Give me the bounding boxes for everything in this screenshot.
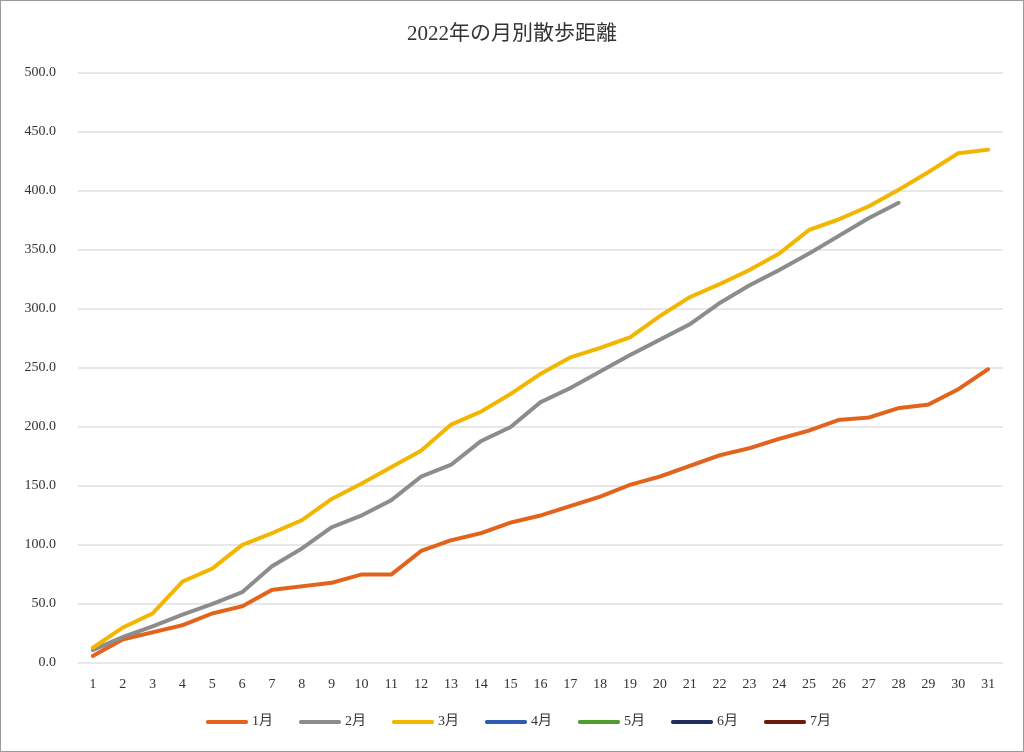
x-tick-label: 7 (268, 677, 275, 692)
legend-label: 6月 (717, 713, 738, 729)
y-tick-label: 250.0 (25, 360, 57, 375)
legend-label: 2月 (345, 713, 366, 729)
series-line (90, 147, 991, 650)
x-tick-label: 16 (534, 677, 548, 692)
x-tick-label: 24 (772, 677, 786, 692)
x-tick-label: 31 (981, 677, 995, 692)
x-tick-label: 21 (683, 677, 697, 692)
x-tick-label: 4 (179, 677, 186, 692)
y-tick-label: 300.0 (25, 301, 57, 316)
y-tick-label: 350.0 (25, 242, 57, 257)
y-tick-label: 500.0 (25, 65, 57, 80)
x-tick-label: 22 (713, 677, 727, 692)
y-tick-label: 400.0 (25, 183, 57, 198)
x-tick-label: 13 (444, 677, 458, 692)
chart-title: 2022年の月別散歩距離 (407, 21, 617, 45)
x-tick-label: 1 (89, 677, 96, 692)
legend-label: 1月 (252, 713, 273, 729)
x-tick-label: 14 (474, 677, 488, 692)
x-tick-label: 29 (921, 677, 935, 692)
legend-label: 5月 (624, 713, 645, 729)
x-tick-label: 15 (504, 677, 518, 692)
x-tick-label: 23 (742, 677, 756, 692)
x-tick-label: 3 (149, 677, 156, 692)
legend-label: 4月 (531, 713, 552, 729)
legend-label: 7月 (810, 713, 831, 729)
x-tick-label: 28 (892, 677, 906, 692)
x-tick-label: 27 (862, 677, 876, 692)
y-tick-label: 50.0 (32, 596, 57, 611)
y-tick-label: 450.0 (25, 124, 57, 139)
series-line (90, 200, 901, 653)
x-tick-label: 11 (385, 677, 398, 692)
x-tick-label: 20 (653, 677, 667, 692)
x-tick-label: 2 (119, 677, 126, 692)
x-tick-label: 5 (209, 677, 216, 692)
y-tick-label: 150.0 (25, 478, 57, 493)
x-tick-label: 30 (951, 677, 965, 692)
y-tick-label: 0.0 (39, 655, 57, 670)
x-tick-label: 9 (328, 677, 335, 692)
x-tick-label: 17 (563, 677, 577, 692)
x-tick-label: 8 (298, 677, 305, 692)
series-line (90, 367, 991, 658)
y-tick-label: 100.0 (25, 537, 57, 552)
x-tick-label: 6 (239, 677, 246, 692)
x-tick-label: 18 (593, 677, 607, 692)
x-tick-label: 10 (354, 677, 368, 692)
x-tick-label: 19 (623, 677, 637, 692)
y-tick-label: 200.0 (25, 419, 57, 434)
x-tick-label: 25 (802, 677, 816, 692)
x-tick-label: 12 (414, 677, 428, 692)
legend-label: 3月 (438, 713, 459, 729)
x-tick-label: 26 (832, 677, 846, 692)
